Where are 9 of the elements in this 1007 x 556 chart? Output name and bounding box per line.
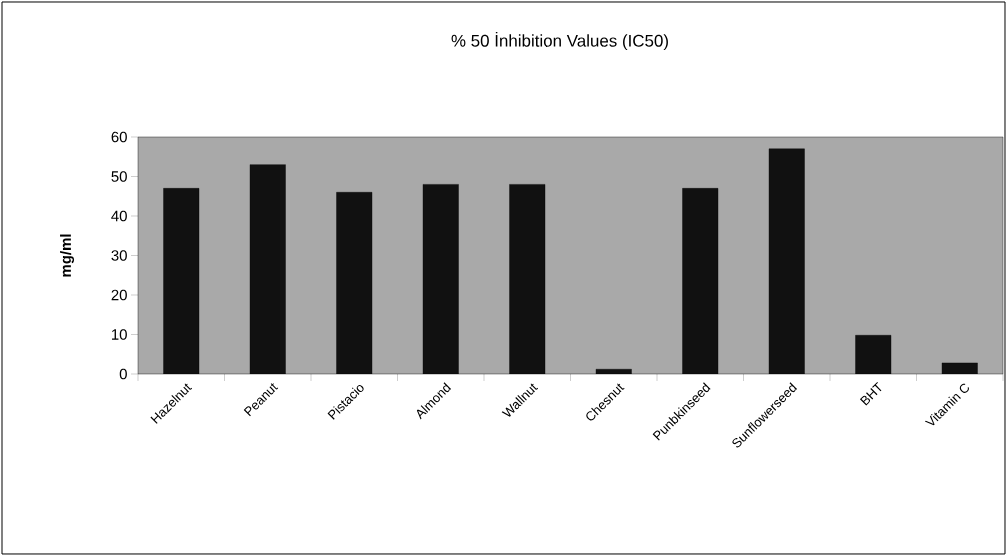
y-tick-label: 30	[111, 250, 127, 261]
y-axis-title: mg/ml	[60, 234, 75, 277]
y-tick-label: 40	[111, 210, 127, 222]
y-tick-label: 0	[119, 368, 127, 380]
y-tick-label: 10	[112, 329, 127, 340]
y-tick-label: 60	[111, 131, 127, 143]
chart-title: % 50 İnhibition Values (IC50)	[451, 31, 668, 51]
y-tick-label: 20	[111, 289, 127, 301]
y-tick-label: 50	[111, 171, 127, 182]
